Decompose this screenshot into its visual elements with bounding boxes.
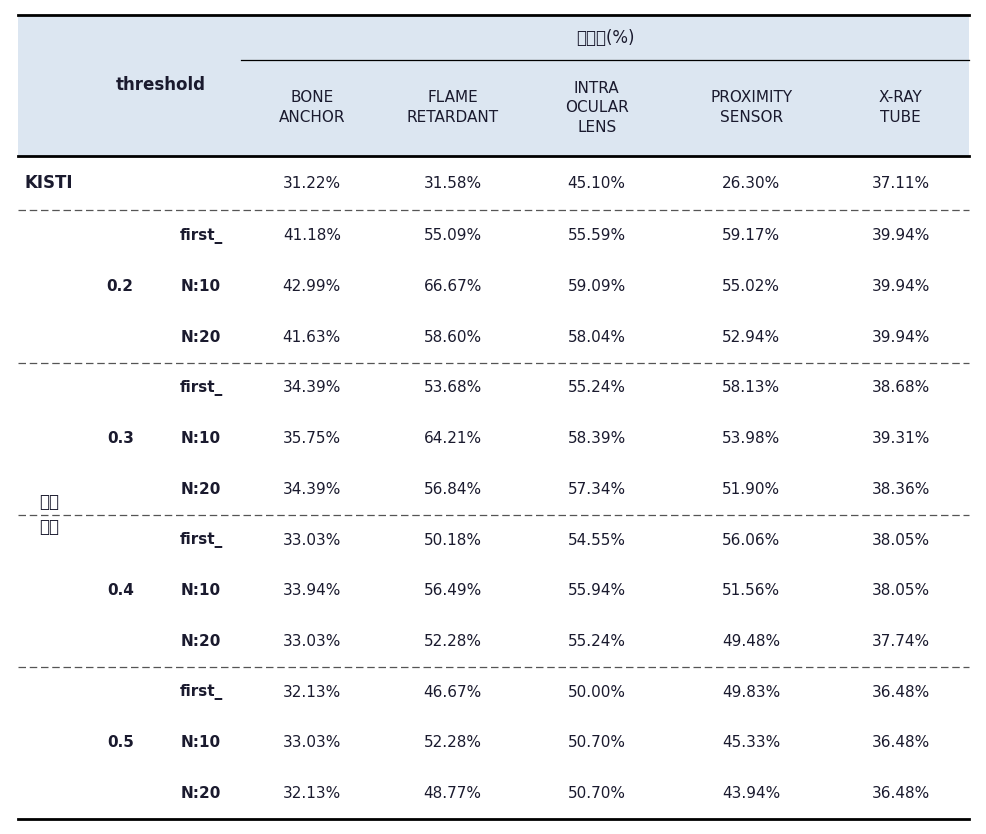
- Text: FLAME
RETARDANT: FLAME RETARDANT: [406, 90, 498, 125]
- Text: KISTI: KISTI: [25, 174, 73, 192]
- Text: 55.24%: 55.24%: [567, 634, 625, 649]
- Text: 49.83%: 49.83%: [722, 685, 780, 700]
- Text: PROXIMITY
SENSOR: PROXIMITY SENSOR: [710, 90, 792, 125]
- Text: 43.94%: 43.94%: [722, 786, 780, 801]
- Text: 55.59%: 55.59%: [567, 229, 625, 244]
- Text: 36.48%: 36.48%: [871, 736, 929, 751]
- Text: 38.36%: 38.36%: [871, 482, 929, 497]
- Text: 53.98%: 53.98%: [722, 431, 780, 446]
- Text: 0.2: 0.2: [106, 279, 133, 294]
- Text: 56.84%: 56.84%: [423, 482, 481, 497]
- Text: first_: first_: [179, 228, 223, 244]
- Text: 54.55%: 54.55%: [567, 533, 625, 548]
- Text: 36.48%: 36.48%: [871, 685, 929, 700]
- Text: 58.13%: 58.13%: [722, 380, 780, 395]
- Text: 36.48%: 36.48%: [871, 786, 929, 801]
- Text: 59.17%: 59.17%: [722, 229, 780, 244]
- Text: 0.5: 0.5: [106, 736, 133, 751]
- Text: 56.49%: 56.49%: [423, 583, 481, 598]
- Text: 42.99%: 42.99%: [282, 279, 340, 294]
- Text: 50.18%: 50.18%: [423, 533, 481, 548]
- Text: 55.94%: 55.94%: [567, 583, 625, 598]
- Text: 66.67%: 66.67%: [423, 279, 481, 294]
- Text: 41.18%: 41.18%: [283, 229, 340, 244]
- Text: 51.56%: 51.56%: [722, 583, 780, 598]
- Text: 50.70%: 50.70%: [567, 736, 625, 751]
- Text: 64.21%: 64.21%: [423, 431, 481, 446]
- Text: 45.33%: 45.33%: [722, 736, 780, 751]
- Text: 38.05%: 38.05%: [871, 583, 929, 598]
- Text: 32.13%: 32.13%: [282, 786, 340, 801]
- Text: N:20: N:20: [180, 634, 221, 649]
- Text: 50.70%: 50.70%: [567, 786, 625, 801]
- Text: 57.34%: 57.34%: [567, 482, 625, 497]
- Text: 45.10%: 45.10%: [567, 175, 625, 190]
- Text: 33.03%: 33.03%: [282, 736, 341, 751]
- Text: 52.28%: 52.28%: [423, 634, 481, 649]
- Bar: [18, 15, 968, 156]
- Text: 52.94%: 52.94%: [722, 329, 780, 344]
- Text: 31.22%: 31.22%: [283, 175, 340, 190]
- Text: N:20: N:20: [180, 786, 221, 801]
- Text: N:10: N:10: [180, 279, 221, 294]
- Text: 33.03%: 33.03%: [282, 634, 341, 649]
- Text: threshold: threshold: [115, 77, 205, 94]
- Text: 35.75%: 35.75%: [283, 431, 340, 446]
- Text: 32.13%: 32.13%: [282, 685, 340, 700]
- Text: 55.02%: 55.02%: [722, 279, 779, 294]
- Text: 41.63%: 41.63%: [282, 329, 340, 344]
- Text: 56.06%: 56.06%: [722, 533, 780, 548]
- Text: 31.58%: 31.58%: [423, 175, 481, 190]
- Text: INTRA
OCULAR
LENS: INTRA OCULAR LENS: [564, 81, 628, 135]
- Text: 일치율(%): 일치율(%): [576, 28, 634, 47]
- Text: 58.60%: 58.60%: [423, 329, 481, 344]
- Text: first_: first_: [179, 684, 223, 701]
- Text: 34.39%: 34.39%: [282, 380, 341, 395]
- Text: 59.09%: 59.09%: [567, 279, 625, 294]
- Text: 37.11%: 37.11%: [871, 175, 929, 190]
- Text: N:10: N:10: [180, 431, 221, 446]
- Text: 모형
결과: 모형 결과: [38, 493, 59, 536]
- Text: 39.31%: 39.31%: [871, 431, 929, 446]
- Text: 0.4: 0.4: [106, 583, 133, 598]
- Text: N:20: N:20: [180, 329, 221, 344]
- Text: first_: first_: [179, 380, 223, 396]
- Text: 51.90%: 51.90%: [722, 482, 780, 497]
- Text: 39.94%: 39.94%: [871, 329, 929, 344]
- Text: 53.68%: 53.68%: [423, 380, 481, 395]
- Text: 39.94%: 39.94%: [871, 279, 929, 294]
- Text: 39.94%: 39.94%: [871, 229, 929, 244]
- Text: first_: first_: [179, 532, 223, 548]
- Text: 58.04%: 58.04%: [567, 329, 625, 344]
- Text: 52.28%: 52.28%: [423, 736, 481, 751]
- Text: 55.24%: 55.24%: [567, 380, 625, 395]
- Text: 49.48%: 49.48%: [722, 634, 780, 649]
- Text: 48.77%: 48.77%: [423, 786, 481, 801]
- Text: N:20: N:20: [180, 482, 221, 497]
- Text: 0.3: 0.3: [106, 431, 133, 446]
- Text: BONE
ANCHOR: BONE ANCHOR: [278, 90, 345, 125]
- Text: 34.39%: 34.39%: [282, 482, 341, 497]
- Bar: [18, 156, 968, 819]
- Text: 33.94%: 33.94%: [282, 583, 341, 598]
- Text: 58.39%: 58.39%: [567, 431, 625, 446]
- Text: X-RAY
TUBE: X-RAY TUBE: [878, 90, 922, 125]
- Text: 38.68%: 38.68%: [871, 380, 929, 395]
- Text: 50.00%: 50.00%: [567, 685, 625, 700]
- Text: 46.67%: 46.67%: [423, 685, 481, 700]
- Text: 37.74%: 37.74%: [871, 634, 929, 649]
- Text: 26.30%: 26.30%: [722, 175, 780, 190]
- Text: N:10: N:10: [180, 736, 221, 751]
- Text: 33.03%: 33.03%: [282, 533, 341, 548]
- Text: 55.09%: 55.09%: [423, 229, 481, 244]
- Text: 38.05%: 38.05%: [871, 533, 929, 548]
- Text: N:10: N:10: [180, 583, 221, 598]
